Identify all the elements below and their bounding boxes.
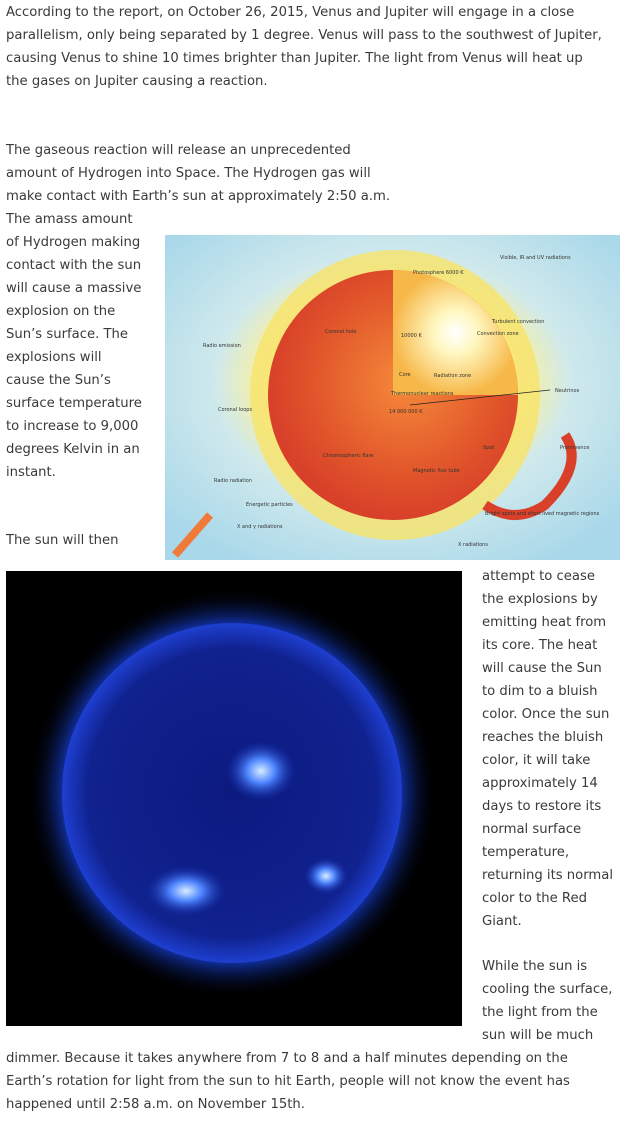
text-line: parallelism, only being separated by 1 d… (6, 28, 602, 43)
text-line: sun will be much (482, 1028, 594, 1043)
diagram-label: Coronal loops (218, 407, 252, 413)
diagram-label: Convection zone (477, 331, 519, 337)
text-line: the gases on Jupiter causing a reaction. (6, 74, 268, 89)
diagram-label: X and γ radiations (237, 524, 283, 530)
diagram-label: Radio emission (203, 343, 241, 349)
text-line: causing Venus to shine 10 times brighter… (6, 51, 583, 66)
diagram-label: Coronal hole (325, 329, 356, 335)
text-line: surface temperature (6, 396, 142, 411)
text-line: days to restore its (482, 799, 602, 814)
text-line: will cause a massive (6, 281, 142, 296)
text-line: Giant. (482, 914, 522, 929)
text-line: Sun’s surface. The (6, 327, 128, 342)
diagram-label: Turbulent convection (491, 319, 544, 325)
text-line: color. Once the sun (482, 707, 610, 722)
text-line: While the sun is (482, 959, 588, 974)
text-line: attempt to cease (482, 569, 595, 584)
diagram-label: Energetic particles (246, 502, 293, 508)
text-line: amount of Hydrogen into Space. The Hydro… (6, 166, 371, 181)
text-line: contact with the sun (6, 258, 142, 273)
text-line: The amass amount (6, 212, 133, 227)
text-line: temperature, (482, 845, 570, 860)
text-line: instant. (6, 465, 56, 480)
text-line: of Hydrogen making (6, 235, 141, 250)
text-line: will cause the Sun (482, 661, 602, 676)
text-line: Earth’s rotation for light from the sun … (6, 1074, 570, 1089)
diagram-label: Prominence (560, 445, 589, 451)
text-line: make contact with Earth’s sun at approxi… (6, 189, 391, 204)
diagram-label: 10000 K (401, 333, 422, 339)
text-line: to dim to a bluish (482, 684, 598, 699)
diagram-label: Radio radiation (214, 478, 252, 484)
text-line: emitting heat from (482, 615, 607, 630)
diagram-label: Magnetic flux tube (413, 468, 460, 474)
diagram-label: Neutrinos (555, 388, 580, 394)
text-line: explosions will (6, 350, 102, 365)
text-line: color to the Red (482, 891, 587, 906)
text-line: returning its normal (482, 868, 614, 883)
paragraph-sun-cooling: attempt to cease the explosions by emitt… (482, 565, 613, 933)
diagram-label: Photosphere 6000 K (413, 270, 464, 276)
diagram-label: Bright spots and short lived magnetic re… (485, 511, 600, 517)
blue-sun-photo (6, 571, 462, 1026)
text-line: degrees Kelvin in an (6, 442, 140, 457)
paragraph-sun-start: The sun will then (6, 529, 118, 552)
sun-structure-diagram: Visible, IR and UV radiations Photospher… (165, 235, 620, 560)
paragraph-light-delay: dimmer. Because it takes anywhere from 7… (6, 1047, 570, 1116)
text-line: The gaseous reaction will release an unp… (6, 143, 351, 158)
diagram-label: Spot (483, 445, 494, 451)
text-line: The sun will then (6, 533, 119, 548)
text-line: the explosions by (482, 592, 598, 607)
text-line: dimmer. Because it takes anywhere from 7… (6, 1051, 568, 1066)
paragraph-light-delay-start: While the sun is cooling the surface, th… (482, 955, 612, 1047)
text-line: cooling the surface, (482, 982, 613, 997)
diagram-label: X radiations (458, 542, 488, 548)
text-line: color, it will take (482, 753, 591, 768)
text-line: cause the Sun’s (6, 373, 111, 388)
text-line: According to the report, on October 26, … (6, 5, 575, 20)
text-line: its core. The heat (482, 638, 598, 653)
text-line: the light from the (482, 1005, 598, 1020)
diagram-label: Thermonuclear reactions (390, 391, 454, 397)
diagram-label: Chromospheric flare (323, 453, 374, 459)
text-line: to increase to 9,000 (6, 419, 139, 434)
text-line: happened until 2:58 a.m. on November 15t… (6, 1097, 305, 1112)
paragraph-hydrogen: The gaseous reaction will release an unp… (6, 139, 390, 484)
text-line: approximately 14 (482, 776, 598, 791)
text-line: reaches the bluish (482, 730, 604, 745)
diagram-label: Radiation zone (434, 373, 471, 379)
diagram-label: 14 000 000 K (389, 409, 423, 415)
text-line: normal surface (482, 822, 582, 837)
diagram-label: Visible, IR and UV radiations (500, 255, 571, 261)
paragraph-conjunction: According to the report, on October 26, … (6, 1, 602, 93)
diagram-label: Core (399, 372, 411, 378)
text-line: explosion on the (6, 304, 116, 319)
